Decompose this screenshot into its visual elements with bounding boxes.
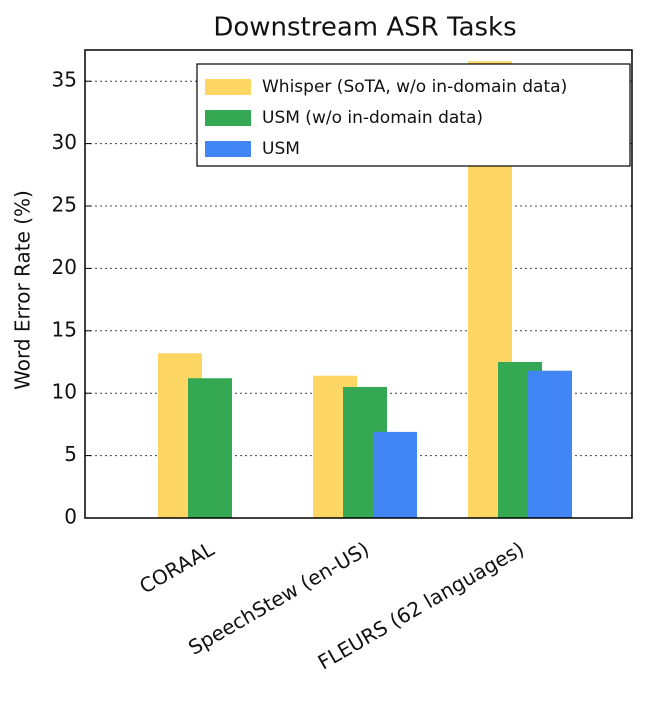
y-tick-label: 10 bbox=[52, 380, 77, 404]
legend-label: Whisper (SoTA, w/o in-domain data) bbox=[262, 77, 567, 97]
y-tick-label: 5 bbox=[64, 442, 77, 466]
y-tick-label: 20 bbox=[52, 255, 77, 279]
legend-swatch bbox=[205, 110, 251, 126]
y-tick-label: 0 bbox=[64, 505, 77, 529]
bar bbox=[528, 370, 572, 518]
legend-label: USM bbox=[262, 139, 300, 159]
plot-frame bbox=[84, 49, 633, 519]
y-tick-label: 35 bbox=[52, 68, 77, 92]
y-tick-label: 25 bbox=[52, 193, 77, 217]
chart-title: Downstream ASR Tasks bbox=[213, 13, 516, 43]
y-tick-label: 15 bbox=[52, 317, 77, 341]
y-tick-label: 30 bbox=[52, 130, 77, 154]
legend-swatch bbox=[205, 141, 251, 157]
bar bbox=[373, 431, 417, 518]
legend: Whisper (SoTA, w/o in-domain data) USM (w… bbox=[196, 63, 631, 167]
bar bbox=[188, 378, 232, 518]
legend-swatch bbox=[205, 79, 251, 95]
y-axis-label: Word Error Rate (%) bbox=[11, 190, 35, 390]
legend-box bbox=[196, 63, 631, 167]
legend-label: USM (w/o in-domain data) bbox=[262, 108, 483, 128]
x-tick-label: CORAAL bbox=[135, 536, 219, 598]
